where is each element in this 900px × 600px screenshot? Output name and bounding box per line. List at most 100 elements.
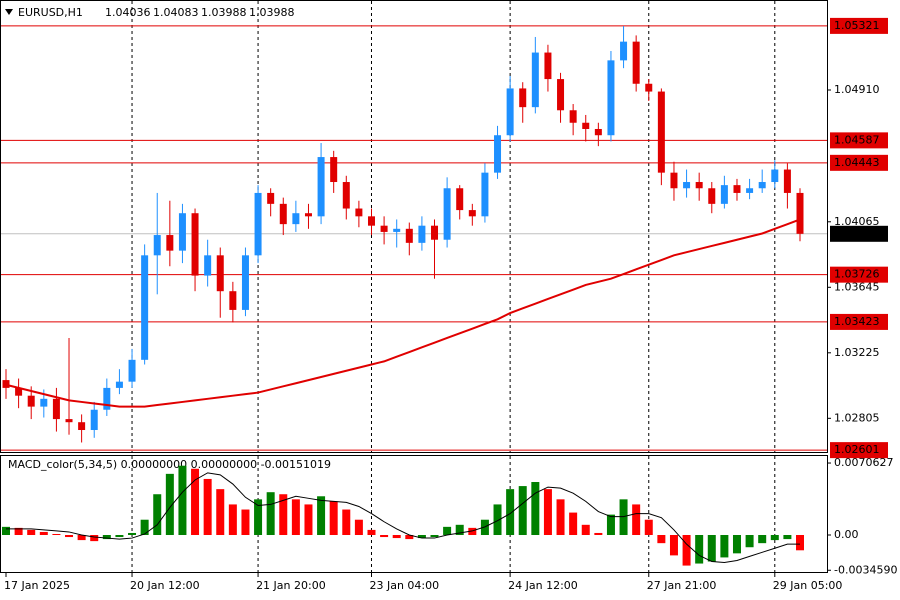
macd-bar (216, 489, 225, 536)
macd-bar (52, 533, 61, 536)
candle-body (733, 185, 741, 193)
macd-bar (644, 519, 653, 536)
candle-body (557, 79, 565, 111)
last-price-box (830, 225, 888, 242)
candle-body (90, 409, 98, 431)
moving-average (5, 218, 801, 408)
macd-bar (569, 512, 578, 536)
macd-bar (27, 529, 36, 536)
candle-body (65, 419, 73, 423)
macd-bar (619, 499, 628, 536)
candle-body (166, 235, 174, 251)
candle-body (695, 182, 703, 189)
candle-body (241, 255, 249, 310)
candle-body (582, 122, 590, 129)
candle-body (418, 225, 426, 243)
candle-body (468, 210, 476, 217)
candle-body (670, 172, 678, 189)
macd-bar (102, 535, 111, 540)
candle-body (607, 60, 615, 136)
macd-bar (266, 492, 275, 536)
level-label-box (830, 17, 888, 34)
last-price-label: 1.03988 (834, 227, 880, 240)
candle-body (393, 228, 401, 232)
candle-body (2, 380, 10, 388)
candle-body (632, 41, 640, 84)
macd-bar (493, 504, 502, 536)
macd-bar (556, 499, 565, 536)
candle-body (443, 188, 451, 240)
macd-bar (342, 509, 351, 536)
candle-body (292, 213, 300, 225)
macd-bar (153, 494, 162, 536)
candle-body (279, 203, 287, 225)
macd-bar (140, 519, 149, 536)
x-tick-label: 24 Jan 12:00 (508, 579, 578, 592)
macd-bar (518, 486, 527, 536)
macd-bar (203, 478, 212, 536)
candle-body (519, 88, 527, 108)
macd-bar (695, 535, 704, 564)
candle-body (544, 52, 552, 80)
macd-bar (128, 532, 137, 536)
macd-bar (443, 526, 452, 536)
candle-body (52, 398, 60, 420)
candle-body (141, 255, 149, 360)
y-tick-label: 1.04910 (834, 83, 880, 96)
candle-body (204, 255, 212, 276)
candle-body (178, 213, 186, 251)
macd-bar (758, 535, 767, 544)
candle-body (645, 83, 653, 92)
macd-bar (178, 465, 187, 536)
candle-body (380, 225, 388, 232)
macd-bar (191, 468, 200, 536)
y-tick-label: 1.03645 (834, 280, 880, 293)
macd-bar (228, 504, 237, 536)
macd-bar (291, 499, 300, 536)
macd-bar (581, 524, 590, 536)
candle-body (330, 157, 338, 183)
candle-body (153, 235, 161, 256)
macd-bar (279, 494, 288, 536)
candle-body (708, 188, 716, 204)
candle-body (367, 216, 375, 226)
candle-body (771, 169, 779, 183)
macd-bar (468, 527, 477, 536)
level-label-box (830, 313, 888, 330)
candle-body (683, 182, 691, 189)
macd-bar (745, 535, 754, 548)
macd-bar (165, 473, 174, 536)
x-tick-label: 20 Jan 12:00 (130, 579, 200, 592)
macd-bar (254, 499, 263, 536)
candle-body (620, 41, 628, 61)
macd-bar (682, 535, 691, 566)
x-tick-label: 21 Jan 20:00 (256, 579, 326, 592)
level-label-box (830, 266, 888, 283)
macd-bar (405, 535, 414, 540)
macd-bar (770, 535, 779, 541)
macd-bar (304, 504, 313, 536)
level-label-box (830, 442, 888, 459)
macd-bar (329, 501, 338, 536)
menu-triangle[interactable] (5, 9, 13, 15)
candle-body (27, 395, 35, 407)
macd-bar (594, 532, 603, 536)
candle-body (481, 172, 489, 217)
macd-bar (732, 535, 741, 554)
macd-bar (65, 535, 74, 538)
candle-body (506, 88, 514, 136)
y-tick-label: 0.00 (834, 528, 859, 541)
level-label-box (830, 132, 888, 149)
candle-body (78, 422, 86, 431)
macd-bar (241, 509, 250, 536)
candle-body (494, 135, 502, 173)
macd-bar (392, 535, 401, 539)
macd-bar (90, 535, 99, 542)
candle-body (355, 208, 363, 217)
candle-body (720, 185, 728, 204)
macd-bar (669, 535, 678, 556)
candle-body (317, 157, 325, 217)
candle-body (783, 169, 791, 193)
